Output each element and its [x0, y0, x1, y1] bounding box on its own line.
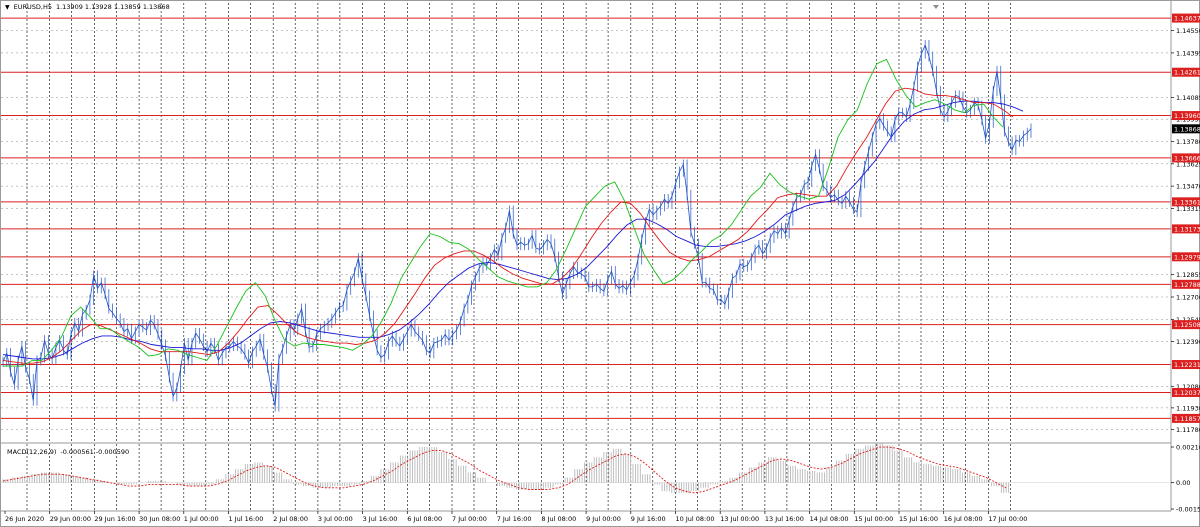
- level-label-bg: [1172, 13, 1200, 23]
- time-label: 1 Jul 00:00: [184, 515, 219, 523]
- macd-header: MACD(12,26,9) -0.000561 -0.000590: [7, 448, 129, 456]
- level-label: 1.12788: [1174, 281, 1200, 289]
- level-label: 1.14261: [1174, 69, 1200, 77]
- level-label: 1.12231: [1174, 361, 1200, 369]
- time-label: 13 Jul 16:00: [765, 515, 804, 523]
- time-label: 2 Jul 08:00: [273, 515, 308, 523]
- time-label: 26 Jun 2020: [5, 515, 44, 523]
- horizontal-grid: [1, 30, 1171, 430]
- time-label: 8 Jul 08:00: [541, 515, 576, 523]
- collapse-caret-icon[interactable]: ▼: [5, 3, 10, 11]
- macd-signal-group: [2, 446, 1007, 494]
- macd-histogram: [2, 443, 1009, 493]
- current-price-bg: [1172, 124, 1200, 134]
- ma-mid-line: [2, 87, 1014, 364]
- macd-tick-label: -0.00155: [1176, 506, 1200, 514]
- vertical-grid: [26, 3, 1011, 443]
- price-tick-label: 1.11930: [1176, 404, 1200, 412]
- horizontal-levels: [1, 17, 1171, 419]
- time-label: 14 Jul 08:00: [810, 515, 849, 523]
- level-label-bg: [1172, 67, 1200, 77]
- price-tick-label: 1.11780: [1176, 426, 1200, 434]
- time-label: 10 Jul 08:00: [676, 515, 715, 523]
- level-label-bg: [1172, 279, 1200, 289]
- symbol-label: EURUSD,H5: [13, 3, 52, 11]
- time-label: 7 Jul 00:00: [452, 515, 487, 523]
- moving-averages-group: [2, 58, 1024, 367]
- level-label: 1.13666: [1174, 154, 1200, 162]
- level-label-bg: [1172, 224, 1200, 234]
- macd-signal-line: [2, 446, 1007, 494]
- level-label-bg: [1172, 413, 1200, 423]
- time-axis: 26 Jun 2020 29 Jun 00:00 29 Jun 16:00 30 Ju…: [4, 511, 1027, 523]
- time-label: 16 Jul 08:00: [944, 515, 983, 523]
- symbol-header: ▼ EURUSD,H5 1.13909 1.13928 1.13859 1.13…: [5, 3, 170, 11]
- level-label-bg: [1172, 153, 1200, 163]
- price-tick-label: 1.14550: [1176, 27, 1200, 35]
- time-label: 29 Jun 16:00: [94, 515, 135, 523]
- macd-grid: [1, 444, 1171, 511]
- time-label: 3 Jul 16:00: [363, 515, 398, 523]
- time-label: 7 Jul 16:00: [497, 515, 532, 523]
- ma-slow-line: [2, 100, 1024, 360]
- level-label: 1.12508: [1174, 321, 1200, 329]
- level-label-bg: [1172, 320, 1200, 330]
- macd-values: -0.000561 -0.000590: [60, 448, 130, 456]
- shift-marker-icon[interactable]: [933, 5, 939, 9]
- level-label: 1.13361: [1174, 198, 1200, 206]
- price-panel[interactable]: [1, 3, 1171, 443]
- ma-fast-line: [3, 58, 1004, 367]
- price-tick-label: 1.14085: [1176, 94, 1200, 102]
- time-label: 17 Jul 00:00: [988, 515, 1027, 523]
- time-label: 29 Jun 00:00: [50, 515, 91, 523]
- price-tick-label: 1.12855: [1176, 271, 1200, 279]
- price-tick-label: 1.12545: [1176, 316, 1200, 324]
- price-tick-label: 1.14395: [1176, 49, 1200, 57]
- price-tick-label: 1.13780: [1176, 138, 1200, 146]
- macd-tick-label: 0.002103: [1176, 444, 1200, 452]
- time-label: 15 Jul 00:00: [854, 515, 893, 523]
- level-label: 1.12037: [1174, 389, 1200, 397]
- level-label-bg: [1172, 111, 1200, 121]
- time-label: 15 Jul 16:00: [899, 515, 938, 523]
- price-tick-label: 1.13315: [1176, 205, 1200, 213]
- level-label: 1.14637: [1174, 15, 1200, 23]
- time-label: 1 Jul 16:00: [229, 515, 264, 523]
- macd-tick-label: 0.00: [1176, 479, 1190, 487]
- price-line: [2, 43, 1032, 407]
- price-axis: 1.145501.143951.140851.139351.137801.136…: [1171, 13, 1200, 434]
- time-label: 9 Jul 16:00: [631, 515, 666, 523]
- time-label: 3 Jul 00:00: [318, 515, 353, 523]
- level-label: 1.13173: [1174, 225, 1200, 233]
- price-tick-label: 1.12080: [1176, 383, 1200, 391]
- macd-axis: 0.002103 0.00 -0.00155: [1171, 444, 1200, 514]
- time-label: 30 Jun 08:00: [139, 515, 180, 523]
- ohlc-values: 1.13909 1.13928 1.13859 1.13868: [55, 3, 170, 11]
- level-label-bg: [1172, 387, 1200, 397]
- price-tick-label: 1.13625: [1176, 160, 1200, 168]
- time-label: 9 Jul 00:00: [586, 515, 621, 523]
- price-tick-label: 1.12390: [1176, 338, 1200, 346]
- level-label-bg: [1172, 252, 1200, 262]
- macd-panel[interactable]: [1, 443, 1171, 511]
- macd-title: MACD(12,26,9): [7, 448, 57, 456]
- level-label: 1.11857: [1174, 415, 1200, 423]
- price-series-group: [2, 39, 1032, 412]
- time-label: 13 Jul 00:00: [720, 515, 759, 523]
- price-tick-label: 1.13470: [1176, 183, 1200, 191]
- price-tick-label: 1.12700: [1176, 294, 1200, 302]
- level-label: 1.13960: [1174, 112, 1200, 120]
- level-label-bg: [1172, 197, 1200, 207]
- level-label-bg: [1172, 360, 1200, 370]
- time-label: 6 Jul 08:00: [407, 515, 442, 523]
- level-label: 1.12979: [1174, 253, 1200, 261]
- current-price-label: 1.13868: [1174, 125, 1200, 133]
